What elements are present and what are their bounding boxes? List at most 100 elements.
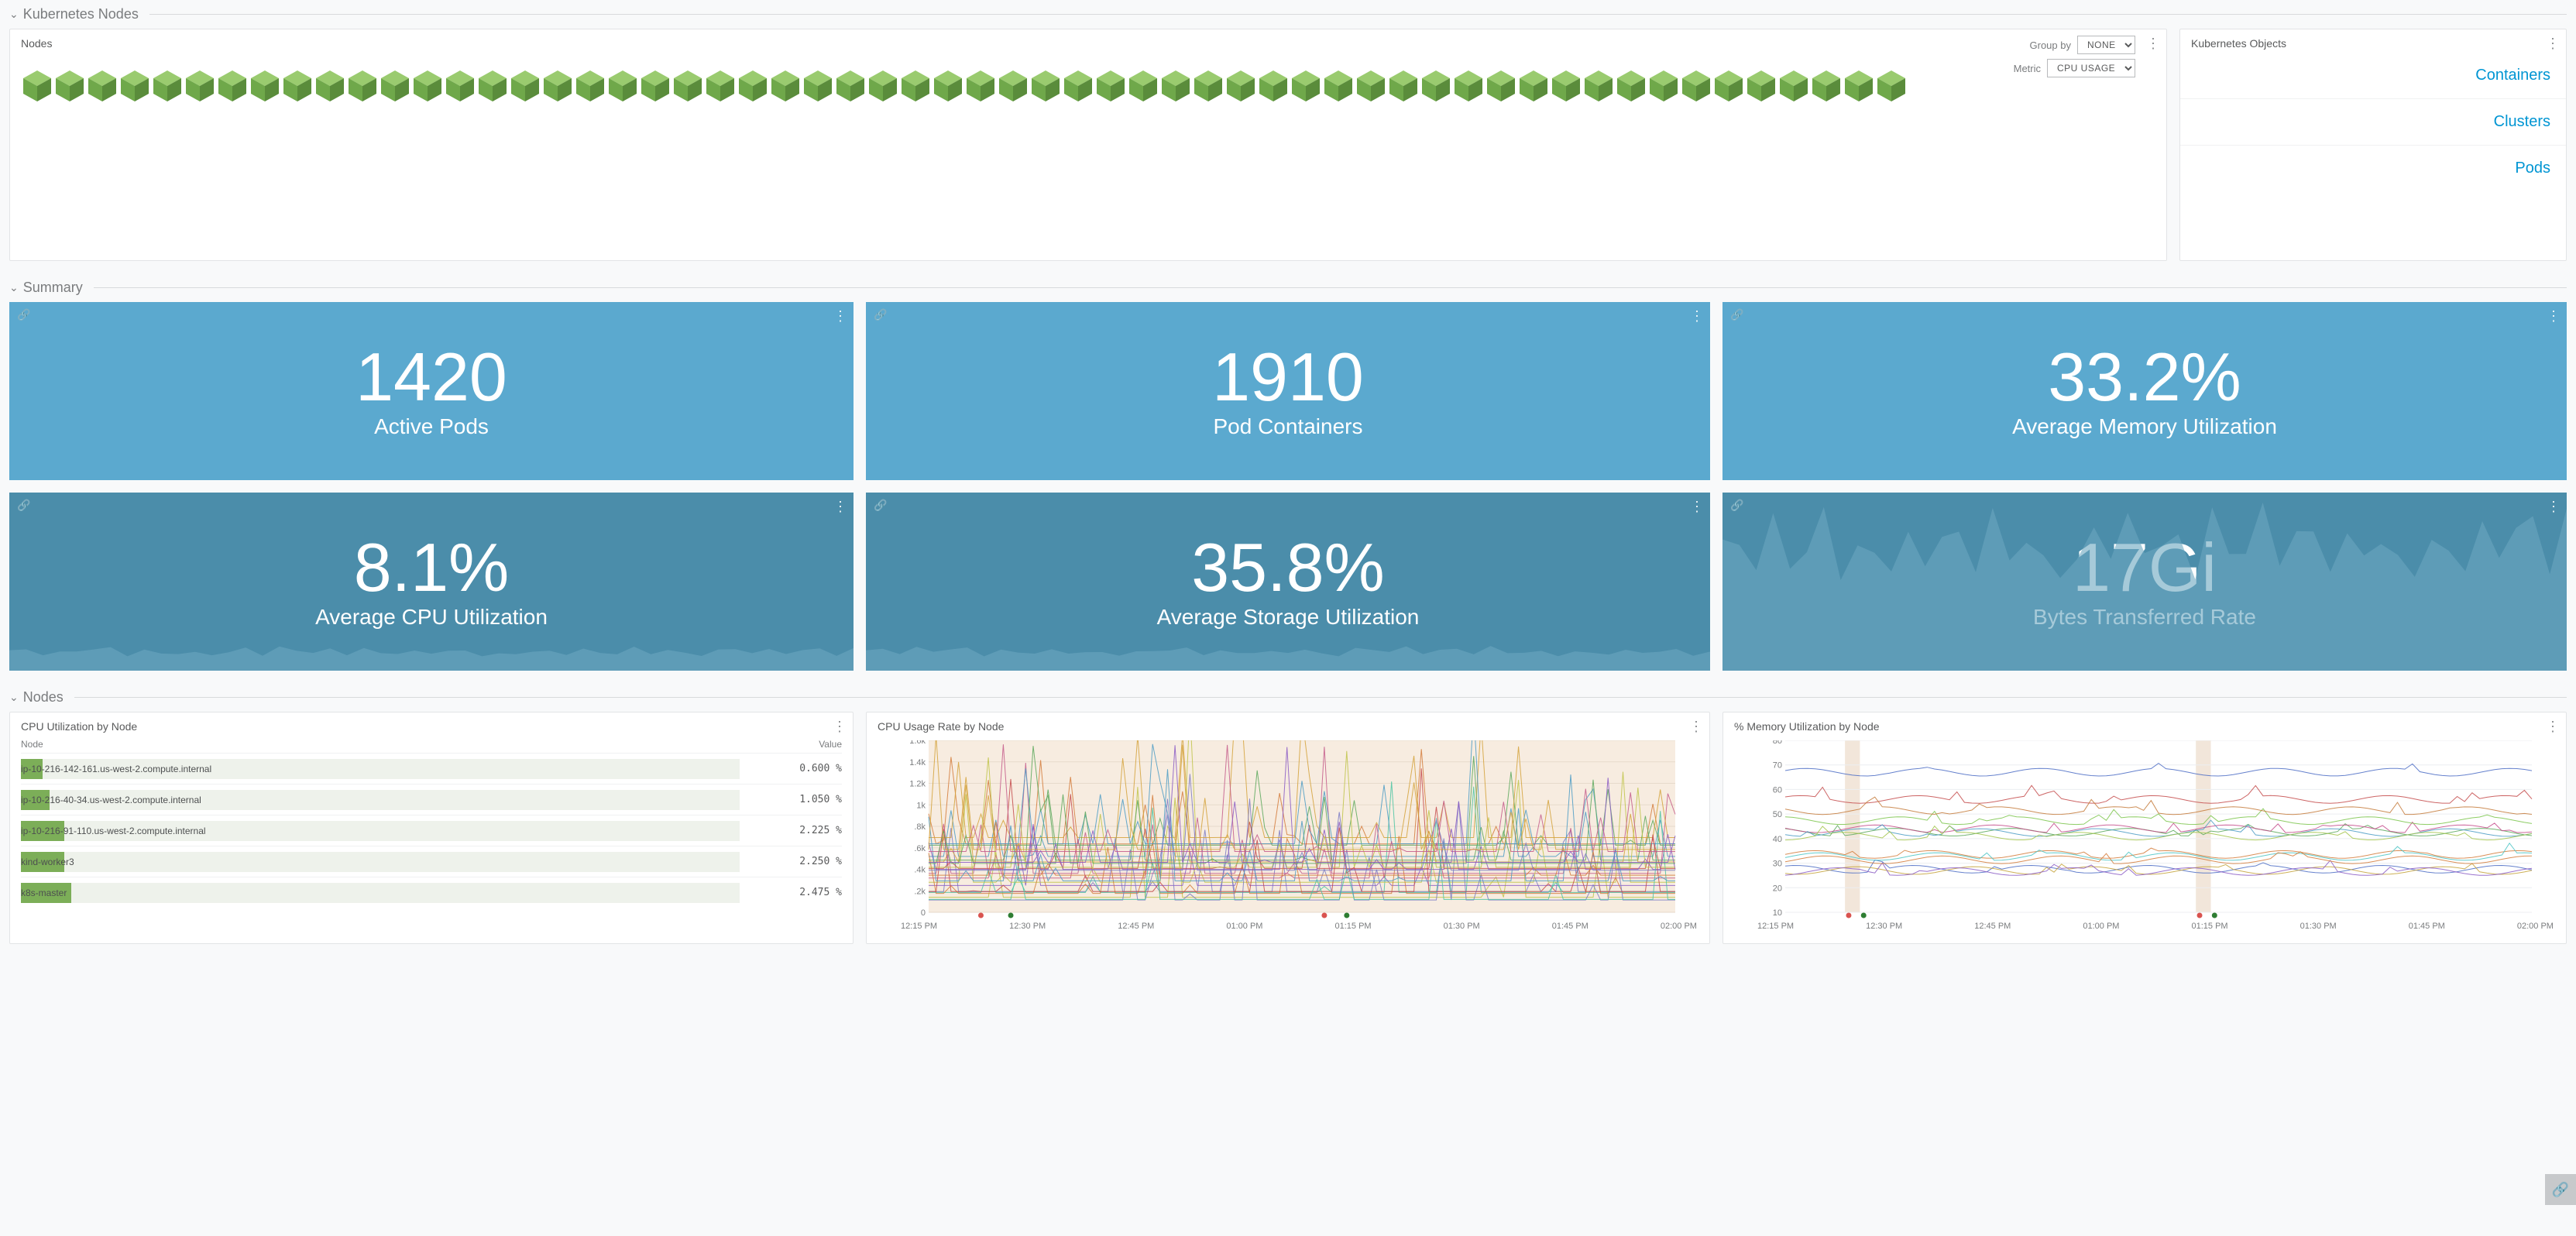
metric-value: 33.2%: [2048, 343, 2241, 411]
panel-title: % Memory Utilization by Node: [1723, 712, 2566, 736]
table-row[interactable]: ip-10-216-142-161.us-west-2.compute.inte…: [21, 753, 842, 784]
object-link-containers[interactable]: Containers: [2180, 53, 2566, 99]
node-cube[interactable]: [312, 67, 348, 105]
node-cube[interactable]: [1711, 67, 1747, 105]
node-cube[interactable]: [410, 67, 445, 105]
more-icon[interactable]: ⋮: [1690, 308, 1702, 324]
section-header-k8s-nodes[interactable]: ⌄ Kubernetes Nodes: [0, 0, 2576, 29]
section-header-nodes[interactable]: ⌄ Nodes: [0, 683, 2576, 712]
node-cube[interactable]: [19, 67, 55, 105]
node-cube[interactable]: [1125, 67, 1161, 105]
x-tick: 12:30 PM: [1009, 922, 1046, 931]
node-cube[interactable]: [605, 67, 641, 105]
node-cube[interactable]: [1093, 67, 1128, 105]
more-icon[interactable]: ⋮: [833, 308, 846, 324]
node-cube[interactable]: [345, 67, 380, 105]
table-row[interactable]: ip-10-216-40-34.us-west-2.compute.intern…: [21, 784, 842, 815]
node-cube[interactable]: [52, 67, 88, 105]
node-cube[interactable]: [215, 67, 250, 105]
node-cube[interactable]: [1158, 67, 1194, 105]
section-title: Nodes: [23, 689, 64, 706]
group-by-select[interactable]: NONE: [2077, 36, 2135, 54]
node-cube[interactable]: [1646, 67, 1681, 105]
svg-text:.6k: .6k: [914, 844, 926, 853]
node-cube[interactable]: [1223, 67, 1259, 105]
more-icon[interactable]: ⋮: [2547, 499, 2559, 515]
node-cube[interactable]: [1060, 67, 1096, 105]
node-cube[interactable]: [442, 67, 478, 105]
node-cube[interactable]: [702, 67, 738, 105]
node-cube[interactable]: [930, 67, 966, 105]
link-icon[interactable]: 🔗: [17, 308, 30, 321]
object-link-clusters[interactable]: Clusters: [2180, 99, 2566, 146]
node-cube[interactable]: [735, 67, 771, 105]
node-cube[interactable]: [1255, 67, 1291, 105]
node-cube[interactable]: [670, 67, 706, 105]
node-cube[interactable]: [1581, 67, 1616, 105]
node-cube[interactable]: [1451, 67, 1486, 105]
more-icon[interactable]: ⋮: [2547, 308, 2559, 324]
link-icon[interactable]: 🔗: [1730, 308, 1743, 321]
object-link-pods[interactable]: Pods: [2180, 146, 2566, 191]
node-cube[interactable]: [475, 67, 510, 105]
more-icon[interactable]: ⋮: [833, 499, 846, 515]
more-icon[interactable]: ⋮: [833, 719, 845, 735]
table-row[interactable]: k8s-master 2.475 %: [21, 877, 842, 908]
node-cube[interactable]: [247, 67, 283, 105]
node-cube[interactable]: [1483, 67, 1519, 105]
table-row[interactable]: kind-worker3 2.250 %: [21, 846, 842, 877]
node-cube[interactable]: [1548, 67, 1584, 105]
node-cube[interactable]: [182, 67, 218, 105]
node-cube[interactable]: [1321, 67, 1356, 105]
node-cube[interactable]: [865, 67, 901, 105]
node-cube[interactable]: [1386, 67, 1421, 105]
more-icon[interactable]: ⋮: [2546, 36, 2558, 52]
node-cube[interactable]: [637, 67, 673, 105]
link-icon[interactable]: 🔗: [17, 499, 30, 512]
table-row[interactable]: ip-10-216-91-110.us-west-2.compute.inter…: [21, 815, 842, 846]
link-icon[interactable]: 🔗: [874, 499, 887, 512]
node-cube[interactable]: [995, 67, 1031, 105]
share-icon[interactable]: 🔗: [2545, 1174, 2576, 1205]
node-cube[interactable]: [1808, 67, 1844, 105]
node-cube[interactable]: [572, 67, 608, 105]
svg-text:.2k: .2k: [914, 887, 926, 896]
node-cube[interactable]: [1776, 67, 1812, 105]
more-icon[interactable]: ⋮: [1689, 719, 1702, 735]
link-icon[interactable]: 🔗: [1730, 499, 1743, 512]
node-cube[interactable]: [540, 67, 575, 105]
more-icon[interactable]: ⋮: [2146, 36, 2159, 52]
metric-select[interactable]: CPU USAGE: [2047, 59, 2135, 77]
node-cube[interactable]: [1841, 67, 1877, 105]
link-icon[interactable]: 🔗: [874, 308, 887, 321]
node-cube[interactable]: [1516, 67, 1551, 105]
node-cube[interactable]: [280, 67, 315, 105]
cpu-rate-chart: 1.6k1.4k1.2k1k.8k.6k.4k.2k0: [878, 740, 1698, 918]
node-cube[interactable]: [898, 67, 933, 105]
node-cube[interactable]: [833, 67, 868, 105]
node-cube[interactable]: [1613, 67, 1649, 105]
node-cube[interactable]: [1874, 67, 1909, 105]
node-cube[interactable]: [1028, 67, 1063, 105]
node-cube[interactable]: [1743, 67, 1779, 105]
node-cube[interactable]: [507, 67, 543, 105]
node-cube[interactable]: [377, 67, 413, 105]
node-cube[interactable]: [1190, 67, 1226, 105]
node-cube[interactable]: [149, 67, 185, 105]
node-cube[interactable]: [1678, 67, 1714, 105]
panel-title: Kubernetes Objects: [2180, 29, 2566, 53]
node-cube[interactable]: [84, 67, 120, 105]
node-cube[interactable]: [1418, 67, 1454, 105]
section-header-summary[interactable]: ⌄ Summary: [0, 273, 2576, 302]
node-cube[interactable]: [768, 67, 803, 105]
node-cube[interactable]: [1353, 67, 1389, 105]
node-cube[interactable]: [963, 67, 998, 105]
chevron-down-icon: ⌄: [9, 691, 19, 704]
more-icon[interactable]: ⋮: [2546, 719, 2558, 735]
svg-text:1.6k: 1.6k: [909, 740, 926, 746]
node-cube[interactable]: [1288, 67, 1324, 105]
svg-text:0: 0: [921, 908, 926, 918]
more-icon[interactable]: ⋮: [1690, 499, 1702, 515]
node-cube[interactable]: [117, 67, 153, 105]
node-cube[interactable]: [800, 67, 836, 105]
